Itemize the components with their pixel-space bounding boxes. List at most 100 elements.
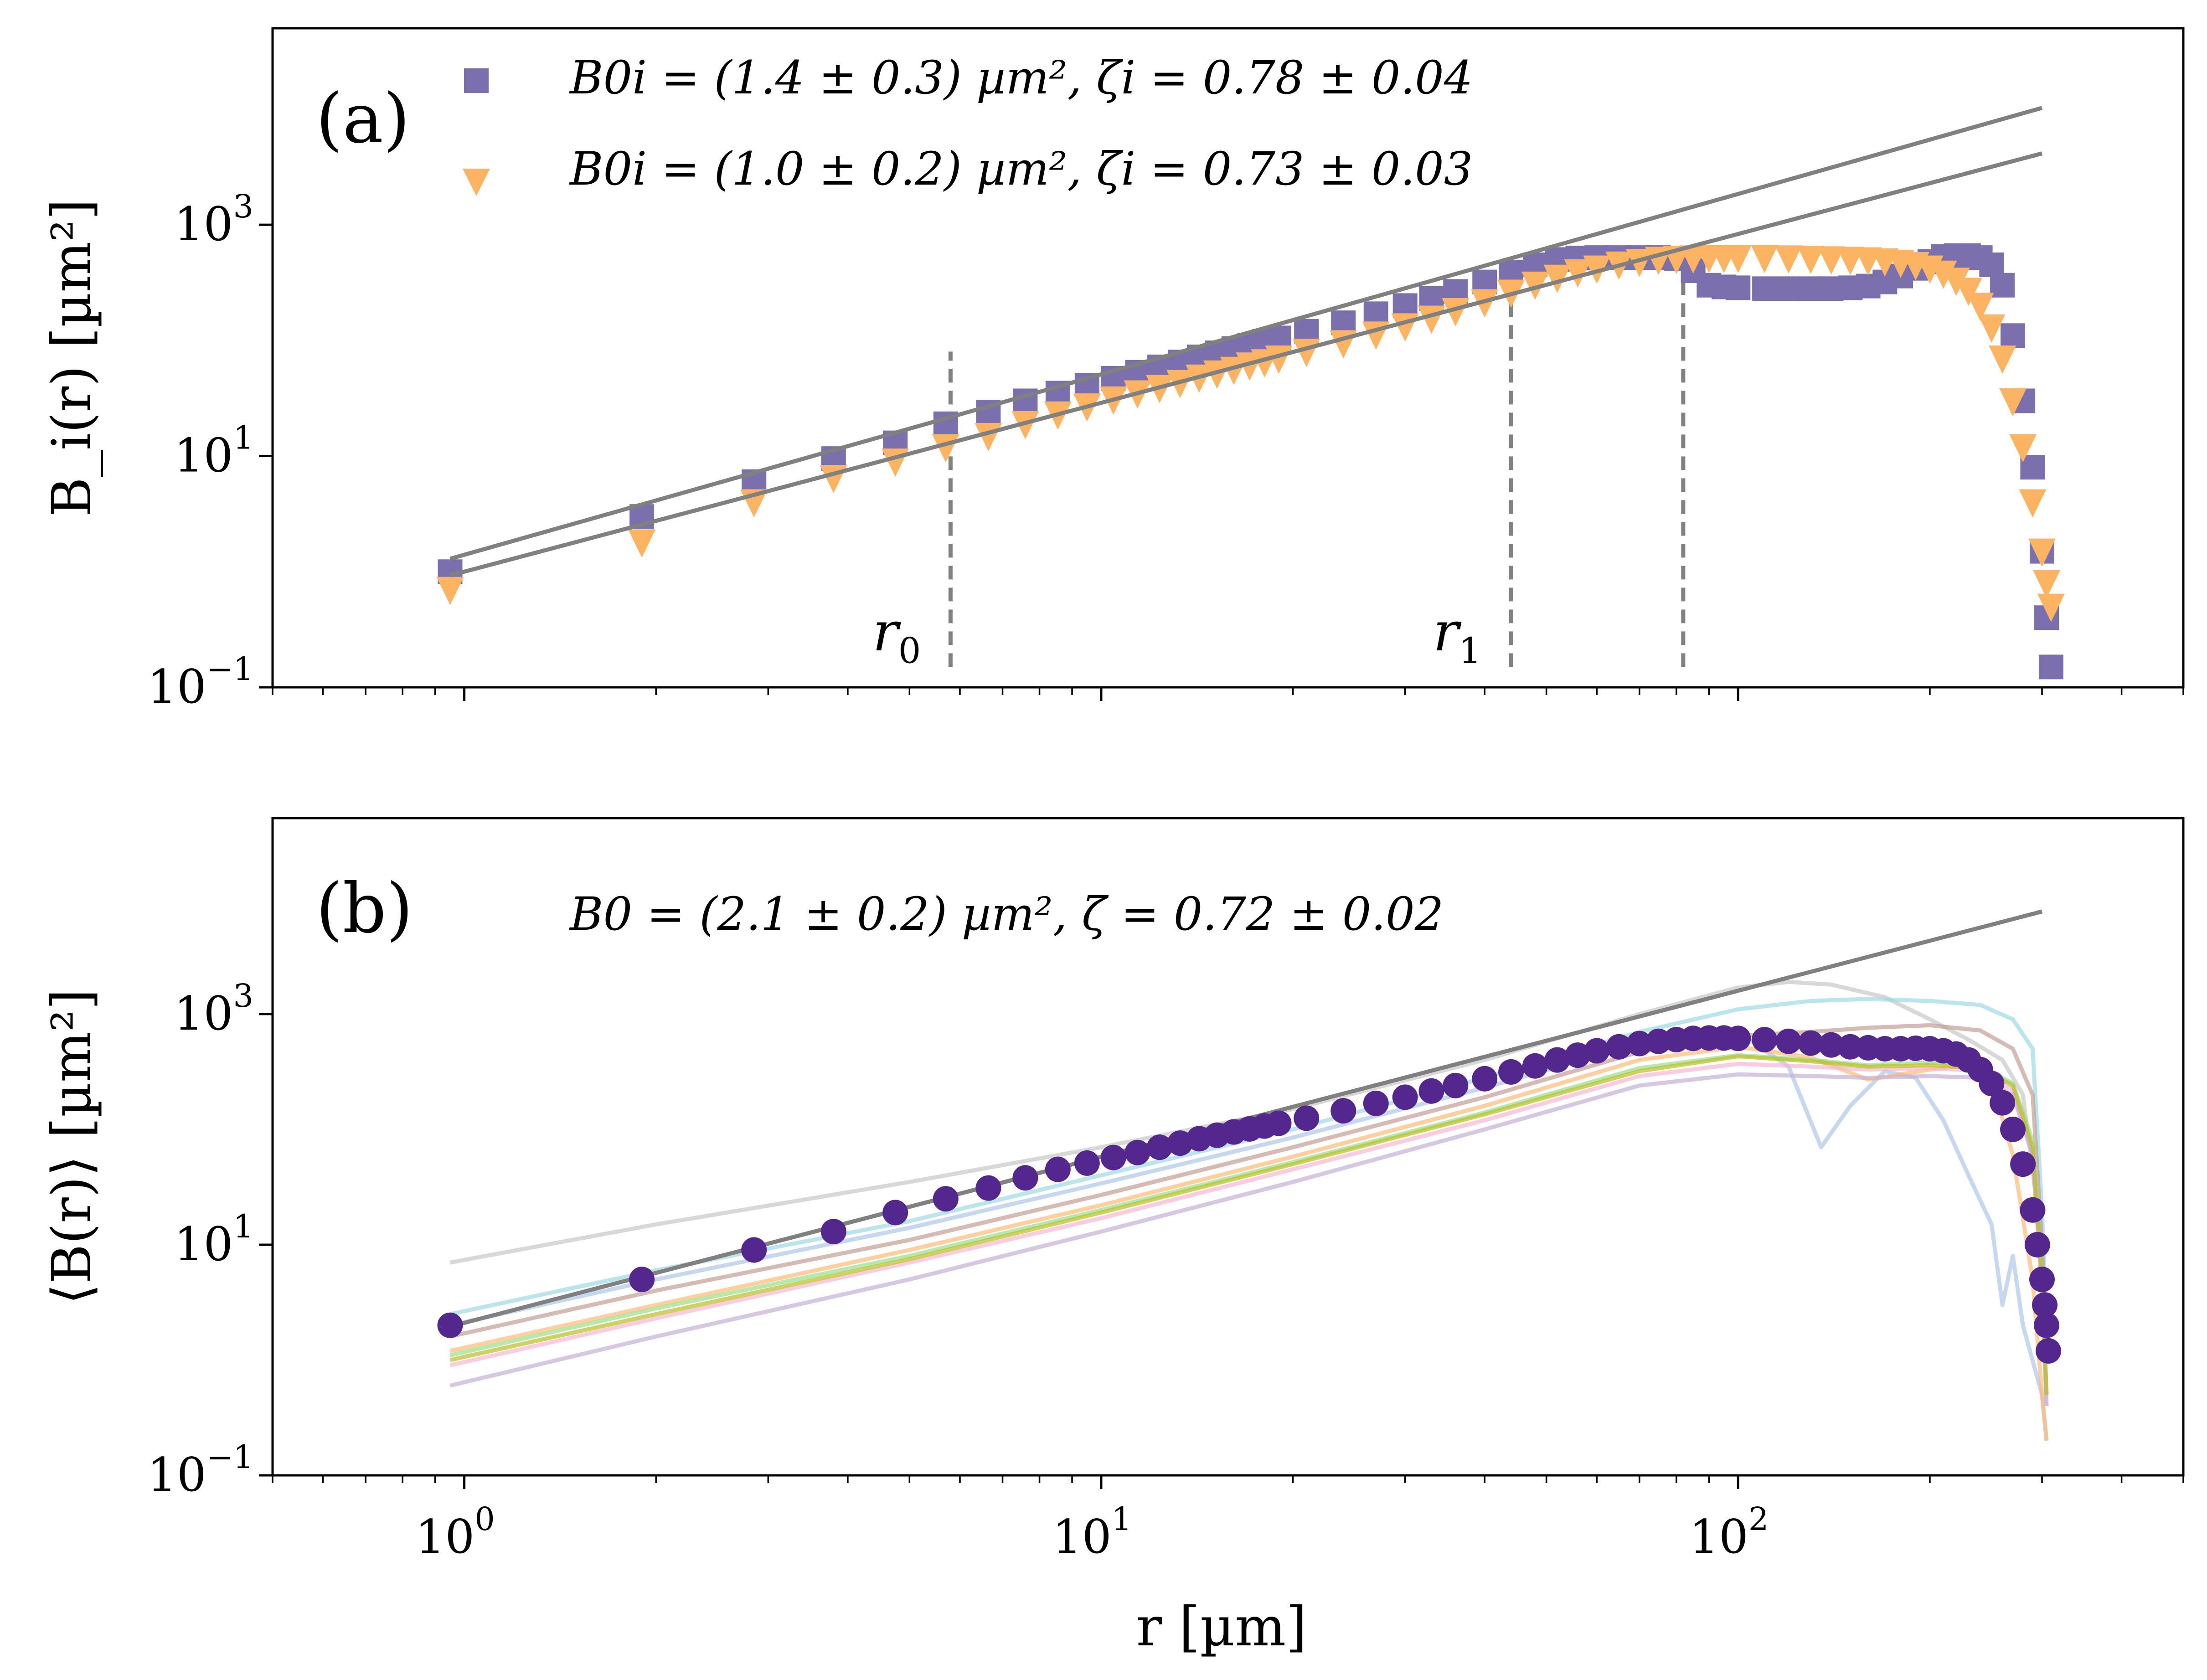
series-b-point — [1836, 247, 1864, 275]
x-tick-base: 10 — [1689, 1510, 1748, 1564]
y-tick-base: 10 — [174, 1217, 233, 1272]
series-a-point — [1990, 273, 2015, 298]
mean-point — [1266, 1110, 1292, 1136]
vline-label-r0: r0 — [872, 600, 921, 672]
mean-point — [1990, 1090, 2016, 1116]
y-axis-label: ⟨B(r)⟩ [µm²] — [40, 989, 103, 1305]
mean-point — [1443, 1072, 1469, 1098]
y-tick-label: 101 — [174, 419, 253, 483]
mean-point — [629, 1267, 655, 1293]
mean-point — [2036, 1338, 2062, 1364]
plot-frame — [271, 27, 2185, 689]
series-b-point — [1724, 245, 1752, 273]
panel-label: (a) — [316, 79, 410, 159]
series-b-point — [1999, 388, 2027, 417]
mean-point — [820, 1219, 846, 1245]
series-b-point — [1817, 246, 1845, 275]
series-b-point — [1989, 345, 2016, 374]
series-a-point — [1776, 276, 1801, 301]
legend-label-series-a: B0i = (1.4 ± 0.3) µm², ζi = 0.78 ± 0.04 — [569, 51, 1473, 104]
mean-point — [1294, 1105, 1320, 1131]
mean-point — [437, 1312, 463, 1338]
y-tick-exponent: 3 — [233, 188, 253, 225]
series-b-point — [1774, 245, 1802, 274]
mean-point — [1752, 1027, 1778, 1053]
y-tick-base: 10 — [147, 1448, 206, 1502]
series-b-point — [2033, 570, 2061, 598]
vline-label-sub: 1 — [1459, 631, 1481, 672]
mean-point — [933, 1186, 959, 1212]
plot-frame — [271, 817, 2185, 1477]
series-b-point — [1966, 293, 1994, 321]
mean-point — [1392, 1084, 1418, 1110]
plot-area — [436, 106, 2065, 680]
sample-curve — [449, 979, 2049, 1326]
x-tick-label: 102 — [1689, 1500, 1769, 1564]
series-b-point — [1978, 314, 2006, 343]
y-tick-label: 10−1 — [147, 650, 253, 714]
mean-point — [1818, 1032, 1844, 1058]
legend-marker-triangle — [463, 169, 490, 196]
mean-point — [882, 1200, 908, 1226]
x-tick-base: 10 — [415, 1510, 474, 1564]
plot-area — [437, 909, 2062, 1441]
series-b-point — [1942, 268, 1970, 296]
series-b-point — [1011, 411, 1039, 439]
x-axis-label: r [µm] — [1136, 1595, 1307, 1658]
panel-label: (b) — [316, 869, 413, 948]
y-tick-exponent: 1 — [233, 419, 253, 457]
vline-label-r1: r1 — [1433, 600, 1481, 672]
mean-point — [1418, 1078, 1444, 1104]
y-tick-base: 10 — [174, 429, 233, 483]
x-tick-exponent: 2 — [1748, 1500, 1769, 1538]
sample-curve — [449, 1030, 2049, 1441]
y-tick-label: 103 — [174, 188, 253, 252]
series-b-point — [436, 577, 464, 605]
series-b-point — [1929, 260, 1957, 289]
y-tick-base: 10 — [174, 197, 233, 252]
vline-label-sub: 0 — [898, 631, 921, 672]
fit-line-a — [449, 106, 2043, 561]
mean-point — [2029, 1267, 2055, 1293]
series-a-point — [2001, 323, 2026, 348]
series-b-point — [2037, 593, 2065, 622]
series-b-point — [1954, 278, 1982, 306]
series-b-point — [1751, 245, 1779, 273]
mean-point — [1544, 1047, 1570, 1073]
legend-marker-square — [464, 68, 489, 93]
fit-annotation: B0 = (2.1 ± 0.2) µm², ζ = 0.72 ± 0.02 — [569, 887, 1444, 941]
y-tick-exponent: 3 — [233, 977, 253, 1015]
mean-point — [1584, 1038, 1610, 1064]
mean-point — [1472, 1066, 1498, 1092]
series-b-point — [2009, 434, 2037, 463]
mean-point — [1147, 1134, 1173, 1160]
y-axis-label: B_i(r) [µm²] — [40, 199, 103, 516]
y-tick-base: 10 — [174, 987, 233, 1041]
series-b-point — [1543, 264, 1571, 293]
series-b-point — [1391, 313, 1419, 342]
mean-point — [1012, 1165, 1038, 1191]
series-b-point — [2028, 538, 2056, 567]
sample-curve — [449, 997, 2049, 1325]
series-b-point — [628, 529, 656, 558]
sample-curve — [449, 1053, 2049, 1395]
series-b-point — [1797, 246, 1825, 274]
mean-point — [2000, 1116, 2026, 1142]
mean-point — [1045, 1156, 1071, 1182]
mean-point — [1626, 1031, 1652, 1056]
y-tick-label: 101 — [174, 1208, 253, 1272]
series-b-point — [1564, 259, 1592, 288]
series-a-point — [1726, 275, 1751, 300]
mean-point — [1775, 1028, 1801, 1054]
mean-point — [2010, 1151, 2036, 1177]
series-b-point — [1625, 248, 1653, 277]
y-tick-label: 103 — [174, 977, 253, 1041]
series-b-point — [1471, 289, 1499, 318]
mean-point — [1522, 1053, 1548, 1079]
vline-label-base: r — [872, 600, 901, 663]
vline-label-base: r — [1433, 600, 1462, 663]
mean-point — [1725, 1026, 1751, 1051]
